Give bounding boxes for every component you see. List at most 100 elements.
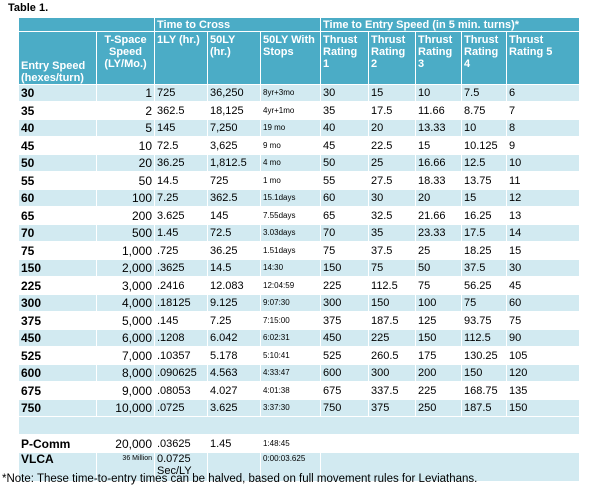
group-header-time-to-entry: Time to Entry Speed (in 5 min. turns)* [320,17,581,32]
table-cell: .145 [154,311,208,330]
table-cell: 500 [96,224,155,242]
table-cell: 225 [18,276,97,295]
table-cell: 187.5 [461,399,508,417]
table-cell: 60 [18,189,97,207]
table-cell: 1,000 [96,241,155,260]
table-cell: 75 [415,276,463,295]
table-cell: 675 [320,381,370,400]
table-cell: 200 [96,206,155,225]
table-row: 300 4,000.18125 9.125 9:07:30 300 150 100 75 60 [18,294,581,312]
table-cell: 70 [320,224,370,242]
column-header: T-Space Speed (LY/Mo.) [96,31,155,85]
table-cell: 3.625 [154,206,208,225]
vlca-row: VLCA 36 Million 0.0725 Sec/LY 0:00:03.625 [18,452,581,482]
table-cell: 15 [415,136,463,155]
table-cell: 30 [320,84,370,102]
table-cell: 9:07:30 [259,294,322,312]
table-cell: 3.625 [207,399,261,417]
table-cell: .10357 [154,346,208,365]
pcomm-cell: .03625 [154,434,208,453]
table-cell: 150 [368,294,417,312]
table-cell: 8yr+3mo [259,84,322,102]
table-cell: 37.5 [461,259,508,277]
table-cell: 362.5 [154,101,208,120]
table-cell: 45 [320,136,370,155]
vlca-empty [320,452,581,482]
table-cell: 12.083 [207,276,261,295]
table-cell: 135 [506,381,581,400]
table-cell: 375 [18,311,97,330]
table-cell: 30 [18,84,97,102]
table-cell: 450 [320,329,370,347]
table-cell: 15.1days [259,189,322,207]
column-header: Thrust Rating 4 [461,31,508,85]
table-cell: 4.027 [207,381,261,400]
table-cell: 55 [320,171,370,190]
table-row: 65 200 3.625 145 7.55days 65 32.5 21.66 16.25 13 [18,206,581,225]
table-cell: 8 [506,119,581,137]
table-cell: 5.178 [207,346,261,365]
table-cell: 60 [506,294,581,312]
table-cell: 100 [96,189,155,207]
table-cell: 5,000 [96,311,155,330]
table-cell: 675 [18,381,97,400]
table-cell: 150 [18,259,97,277]
table-cell: 65 [18,206,97,225]
table-cell: 50 [320,154,370,172]
table-cell: 12 [506,189,581,207]
table-cell: 25 [415,241,463,260]
table-cell: 260.5 [368,346,417,365]
table-row: 40 5 145 7,250 19 mo 40 20 13.33 10 8 [18,119,581,137]
table-cell: 15 [506,241,581,260]
column-header: 1LY (hr.) [154,31,208,85]
table-cell: 100 [415,294,463,312]
column-header: 50LY (hr.) [207,31,261,85]
table-cell: 19 mo [259,119,322,137]
table-cell: 1 mo [259,171,322,190]
table-cell: 13.33 [415,119,463,137]
table-cell: 525 [320,346,370,365]
table-cell: 45 [506,276,581,295]
table-cell: 11 [506,171,581,190]
table-cell: .725 [154,241,208,260]
table-cell: 175 [415,346,463,365]
table-cell: 6:02:31 [259,329,322,347]
table-cell: .1208 [154,329,208,347]
table-cell: 75 [506,311,581,330]
table-cell: 18.25 [461,241,508,260]
table-cell: 72.5 [207,224,261,242]
table-cell: 4:33:47 [259,364,322,382]
table-cell: 45 [18,136,97,155]
table-cell: 37.5 [368,241,417,260]
vlca-1ly-unit: Sec/LY [157,465,192,477]
pcomm-row: P-Comm 20,000.03625 1.45 1:48:45 [18,434,581,453]
table-cell: 200 [415,364,463,382]
column-header: 50LY With Stops [259,31,322,85]
table-row: 45 10 72.5 3,625 9 mo 45 22.5 15 10.125 9 [18,136,581,155]
table-cell: 375 [320,311,370,330]
vlca-stops: 0:00:03.625 [259,452,322,482]
table-cell: 4,000 [96,294,155,312]
table-cell: 225 [415,381,463,400]
table-cell: 23.33 [415,224,463,242]
table-cell: 40 [18,119,97,137]
table-cell: 7.25 [154,189,208,207]
table-cell: 10 [415,84,463,102]
table-row: 750 10,000.0725 3.625 3:37:30 750 375 250 187.5… [18,399,581,417]
table-cell: 50 [415,259,463,277]
table-cell: 32.5 [368,206,417,225]
table-row: 375 5,000.145 7.25 7:15:00 375 187.5 125 93.75 7… [18,311,581,330]
table-cell: 1,812.5 [207,154,261,172]
blank-cell [17,416,581,435]
table-cell: 3:37:30 [259,399,322,417]
column-header: Entry Speed (hexes/turn) [18,31,97,85]
table-cell: 60 [320,189,370,207]
column-header: Thrust Rating 3 [415,31,463,85]
table-row: 35 2 362.5 18,125 4yr+1mo 35 17.5 11.66 8.75 7 [18,101,581,120]
pcomm-cell: 1.45 [207,434,261,453]
table-cell: 36,250 [207,84,261,102]
table-cell: 725 [154,84,208,102]
table-cell: 20 [415,189,463,207]
table-cell: 375 [368,399,417,417]
speed-table: Time to Cross Time to Entry Speed (in 5 … [17,17,581,482]
